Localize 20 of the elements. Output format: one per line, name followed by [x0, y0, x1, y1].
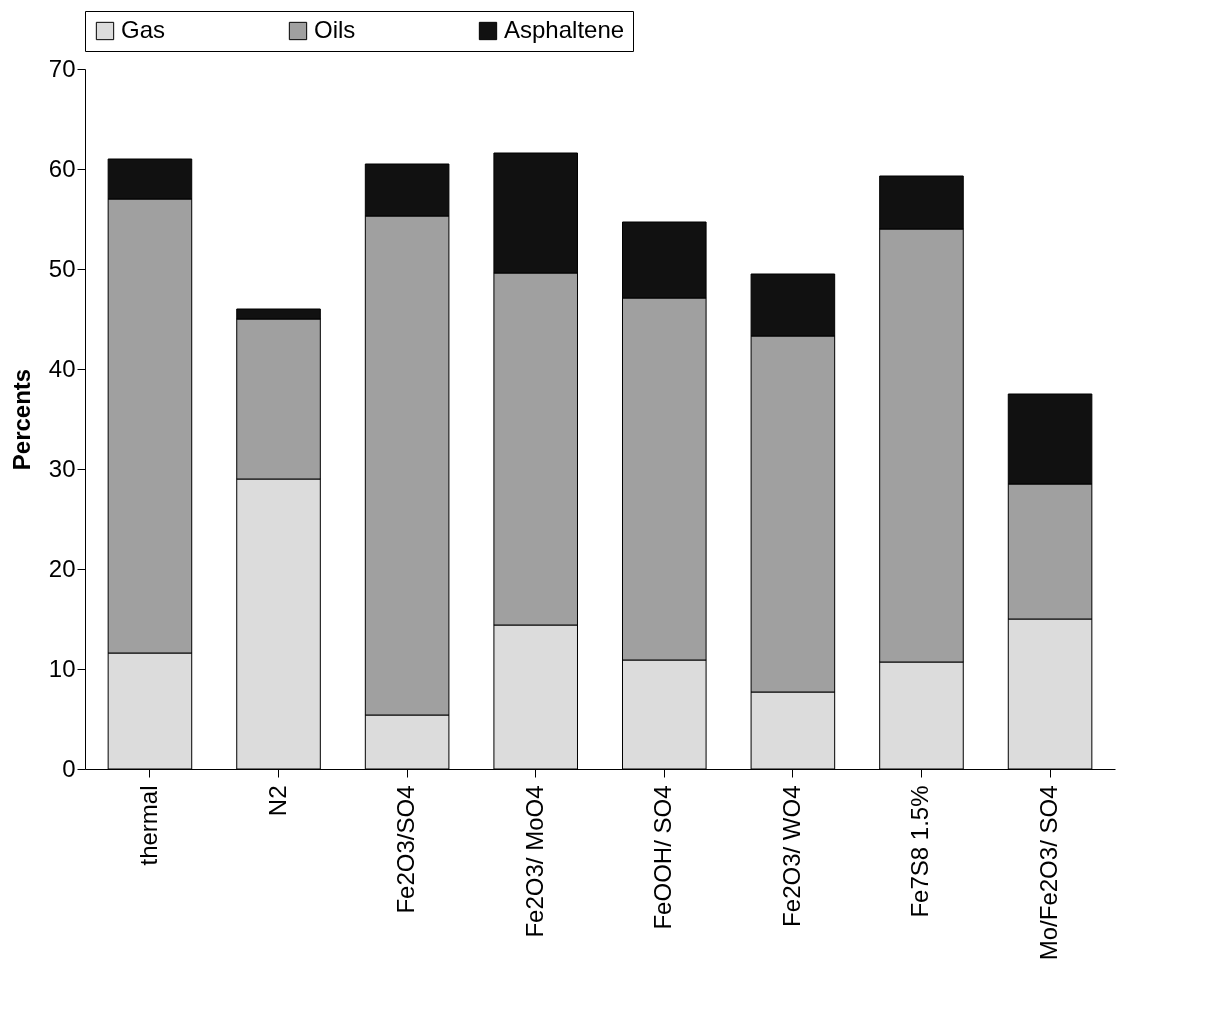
y-tick-label: 50: [48, 254, 76, 282]
y-tick-label: 30: [48, 454, 76, 482]
y-tick-label: 70: [48, 54, 76, 82]
legend-label: Gas: [121, 16, 166, 43]
y-tick-label: 10: [48, 654, 76, 682]
y-tick-label: 0: [62, 754, 76, 782]
y-tick-label: 60: [48, 154, 76, 182]
y-tick-label: 40: [48, 354, 76, 382]
x-tick-label: Mo/Fe2O3/ SO4: [1035, 785, 1063, 961]
x-tick-label: N2: [263, 785, 291, 817]
x-tick-label: Fe2O3/ MoO4: [520, 785, 548, 938]
legend-label: Oils: [314, 16, 356, 43]
legend-label: Asphaltene: [504, 16, 625, 43]
y-tick-label: 20: [48, 554, 76, 582]
x-tick-label: Fe7S8 1.5%: [906, 785, 934, 918]
x-tick-label: Fe2O3/SO4: [392, 785, 420, 914]
y-axis-title: Percents: [7, 368, 35, 471]
x-tick-label: Fe2O3/ WO4: [777, 785, 805, 927]
x-tick-label: FeOOH/ SO4: [649, 785, 677, 930]
x-tick-label: thermal: [134, 785, 162, 866]
